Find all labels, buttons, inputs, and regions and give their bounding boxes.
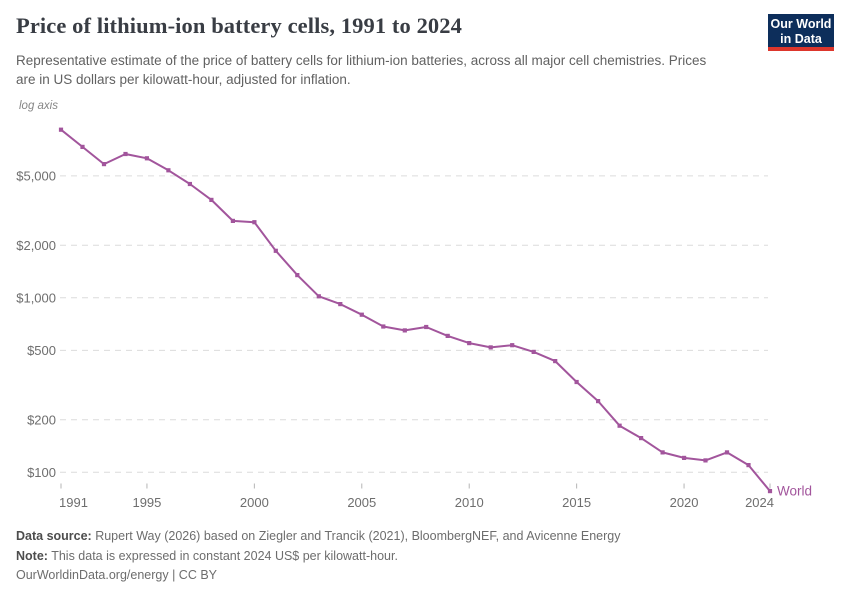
data-source-text: Rupert Way (2026) based on Ziegler and T… [91,529,621,543]
data-point[interactable] [703,458,708,463]
data-point[interactable] [617,423,622,428]
price-line [60,128,771,493]
data-point[interactable] [724,450,730,455]
x-axis-tick-label: 2020 [670,495,699,510]
x-axis-tick-label: 2015 [562,495,591,510]
y-axis-tick-label: $500 [27,343,56,358]
citation-line: OurWorldinData.org/energy | CC BY [16,566,621,586]
data-point[interactable] [295,273,300,278]
data-point[interactable] [767,489,773,494]
y-axis-tick-label: $5,000 [16,168,56,183]
data-point[interactable] [553,359,558,364]
data-point[interactable] [488,345,493,350]
data-point[interactable] [445,333,450,338]
data-source-label: Data source: [16,529,92,543]
data-point[interactable] [359,312,364,317]
y-axis-tick-label: $100 [27,465,56,480]
x-axis-tick-label: 2000 [240,495,269,510]
x-axis-tick-label: 2005 [347,495,376,510]
data-point[interactable] [166,168,171,173]
x-axis-tick-label: 1995 [132,495,161,510]
x-axis-tick-label: 2024 [745,495,774,510]
data-point[interactable] [402,328,407,333]
log-axis-label: log axis [19,100,58,112]
series-end-label: World [777,484,812,499]
owid-logo-line2: in Data [780,32,822,46]
data-point[interactable] [746,463,751,468]
data-point[interactable] [424,324,429,330]
y-axis-tick-label: $2,000 [16,238,56,253]
data-point[interactable] [80,144,85,149]
data-point[interactable] [596,399,601,404]
data-point[interactable] [252,220,257,225]
data-point[interactable] [316,294,321,299]
data-point[interactable] [531,349,536,354]
data-point[interactable] [101,162,107,167]
data-source-line: Data source: Rupert Way (2026) based on … [16,527,621,547]
data-point[interactable] [682,455,687,460]
data-point[interactable] [660,450,665,455]
data-point[interactable] [58,127,64,132]
note-line: Note: This data is expressed in constant… [16,547,621,567]
data-point[interactable] [510,343,515,348]
x-axis-tick-label: 1991 [59,495,88,510]
data-point[interactable] [230,218,235,223]
data-point[interactable] [123,151,128,157]
x-axis-tick-label: 2010 [455,495,484,510]
data-point[interactable] [273,248,278,253]
chart-subtitle: Representative estimate of the price of … [16,53,707,88]
page-title: Price of lithium-ion battery cells, 1991… [16,13,462,38]
data-point[interactable] [639,436,644,441]
data-point[interactable] [338,302,343,307]
citation-link[interactable]: OurWorldinData.org/energy | CC BY [16,568,218,582]
owid-logo[interactable]: Our World in Data [768,14,834,51]
data-point[interactable] [381,324,386,329]
note-text: This data is expressed in constant 2024 … [47,548,398,563]
data-point[interactable] [574,379,579,385]
data-point[interactable] [187,181,192,187]
chart-footer: Data source: Rupert Way (2026) based on … [16,527,621,586]
data-point[interactable] [144,156,149,161]
data-point[interactable] [209,197,214,202]
y-axis-tick-label: $200 [27,412,56,427]
data-point[interactable] [467,341,472,346]
owid-logo-line1: Our World [770,17,832,31]
note-label: Note: [16,548,48,563]
y-axis-tick-label: $1,000 [16,290,56,305]
